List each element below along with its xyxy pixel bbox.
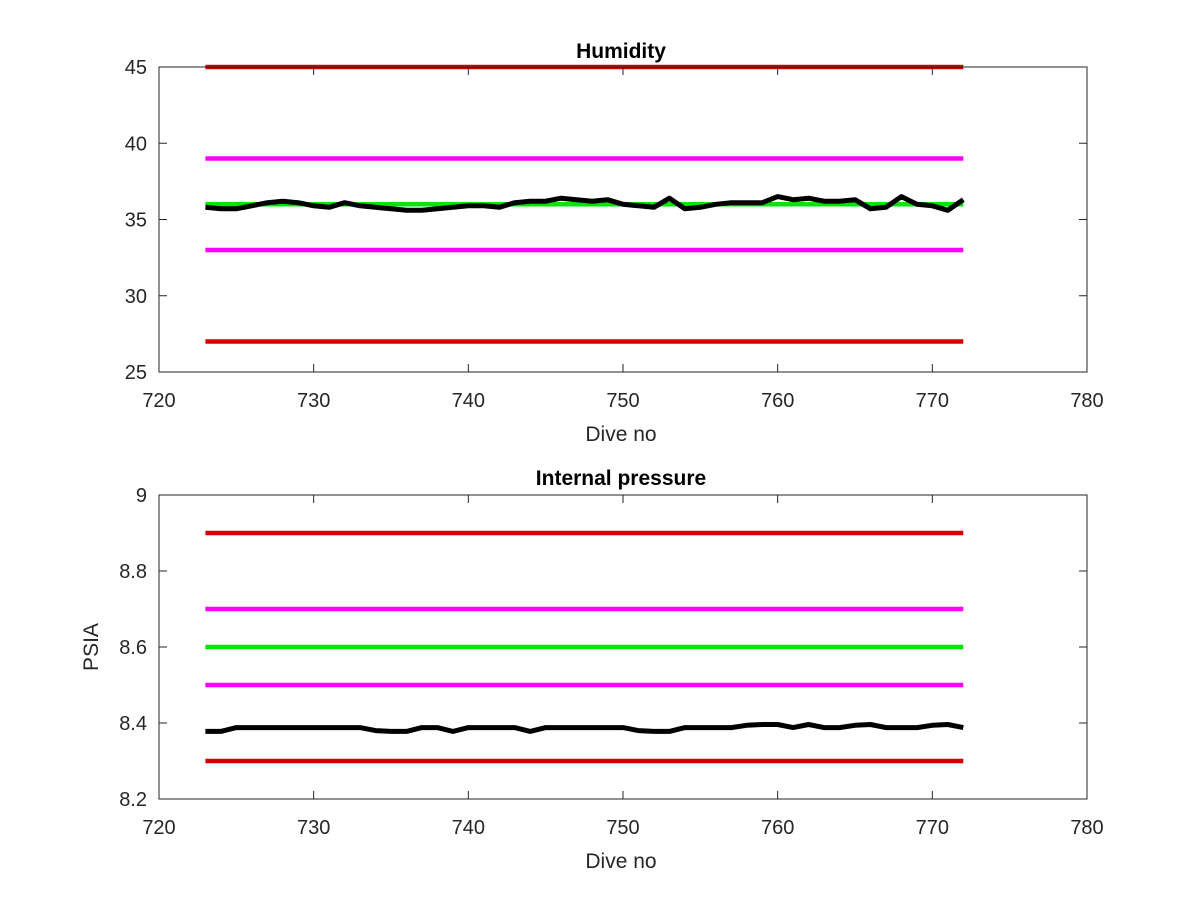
- x-tick-label: 730: [297, 390, 330, 412]
- x-tick-label: 770: [916, 390, 949, 412]
- x-axis-label: Dive no: [585, 423, 656, 446]
- plot-area: 720 730 740 750 760 770 780 25 30 35 40 45: [125, 57, 1104, 412]
- x-axis-label: Dive no: [585, 850, 656, 873]
- x-tick-label: 780: [1070, 817, 1103, 839]
- x-tick-label: 770: [916, 817, 949, 839]
- y-tick-label: 30: [125, 286, 147, 308]
- plot-area: 720 730 740 750 760 770 780 8.2 8.4 8.6 8.8 9: [119, 485, 1104, 839]
- chart-humidity: Humidity 720 730 740 750 760 770 780 25 30 35 40 45…: [125, 40, 1104, 446]
- x-tick-label: 740: [452, 817, 485, 839]
- y-tick-label: 45: [125, 57, 147, 79]
- series-line: [205, 194, 965, 213]
- x-tick-label: 760: [761, 390, 794, 412]
- y-tick-label: 8.8: [119, 561, 147, 583]
- y-tick-label: 35: [125, 210, 147, 232]
- x-tick-label: 720: [142, 817, 175, 839]
- y-tick-label: 40: [125, 133, 147, 155]
- x-tick-label: 750: [606, 817, 639, 839]
- y-tick-label: 25: [125, 362, 147, 384]
- y-tick-label: 8.6: [119, 637, 147, 659]
- y-axis-label: PSIA: [80, 623, 103, 671]
- x-tick-label: 740: [452, 390, 485, 412]
- x-tick-label: 780: [1070, 390, 1103, 412]
- x-tick-label: 730: [297, 817, 330, 839]
- x-tick-label: 760: [761, 817, 794, 839]
- chart-internal-pressure: Internal pressure 720 730 740 750 760 770 780 8…: [80, 467, 1104, 873]
- chart-title: Humidity: [576, 40, 666, 63]
- y-tick-label: 8.2: [119, 789, 147, 811]
- chart-title: Internal pressure: [536, 467, 706, 490]
- x-tick-label: 720: [142, 390, 175, 412]
- series-line: [205, 722, 964, 734]
- y-tick-label: 8.4: [119, 713, 147, 735]
- x-tick-label: 750: [606, 390, 639, 412]
- y-tick-label: 9: [136, 485, 147, 507]
